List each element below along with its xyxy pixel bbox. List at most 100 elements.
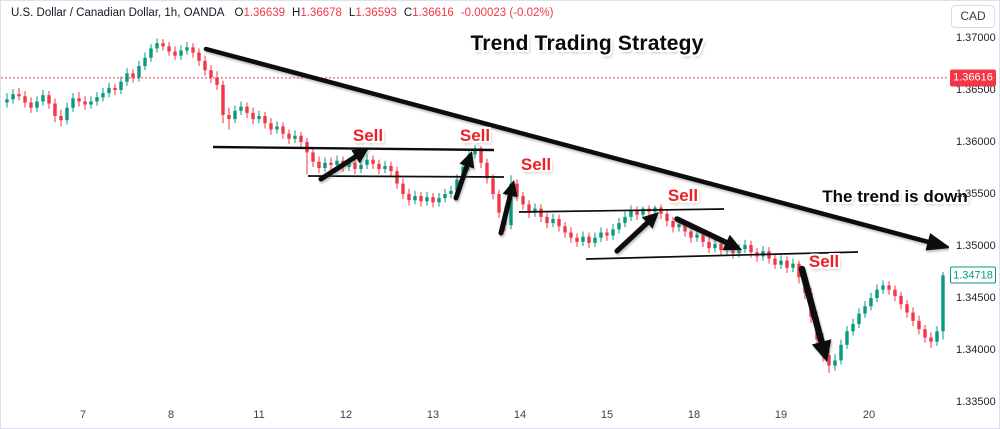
candle [173, 46, 177, 60]
symbol-title: U.S. Dollar / Canadian Dollar, 1h, OANDA [11, 7, 225, 19]
candle [845, 326, 849, 349]
candle [629, 205, 633, 222]
candle [443, 188, 447, 203]
candle [851, 318, 855, 336]
candle [779, 255, 783, 269]
candle [563, 222, 567, 238]
candle [419, 191, 423, 207]
candle [83, 96, 87, 110]
candle [473, 145, 477, 159]
candle [77, 92, 81, 107]
candle [941, 272, 945, 340]
candle [311, 147, 315, 167]
candle [593, 232, 597, 248]
candle [113, 83, 117, 96]
price-axis-label: 1.36500 [956, 84, 996, 96]
time-axis-label: 20 [862, 409, 876, 421]
candle [527, 200, 531, 218]
ohlc-item: H1.36678 [292, 7, 342, 19]
candle [29, 97, 33, 113]
candle [623, 211, 627, 228]
candle [713, 238, 717, 253]
candle [35, 96, 39, 112]
candle [617, 217, 621, 234]
candle [839, 339, 843, 365]
time-axis-label: 19 [774, 409, 788, 421]
candle [545, 212, 549, 229]
resistance-line [518, 208, 725, 213]
candle [203, 55, 207, 76]
candle [581, 231, 585, 246]
candle [179, 45, 183, 60]
candle [263, 111, 267, 129]
candle [161, 39, 165, 51]
candle [911, 307, 915, 327]
candle [401, 178, 405, 200]
candle [221, 80, 225, 124]
sell-label: Sell [352, 126, 384, 145]
candle [149, 44, 153, 62]
candle [569, 227, 573, 243]
candle [239, 101, 243, 115]
time-axis-label: 18 [687, 409, 701, 421]
candle [665, 209, 669, 227]
candle [767, 247, 771, 264]
candle [251, 107, 255, 125]
candle [305, 137, 309, 175]
chart-title: Trend Trading Strategy [470, 32, 704, 55]
candle [359, 159, 363, 174]
price-change: -0.00023 (-0.02%) [460, 7, 554, 19]
candle [641, 206, 645, 219]
candle [863, 301, 867, 318]
ohlc-item: O1.36639 [234, 7, 286, 19]
candle [101, 87, 105, 102]
candle [365, 154, 369, 170]
price-axis-label: 1.34000 [956, 344, 996, 356]
candle [407, 188, 411, 206]
candle [389, 161, 393, 177]
time-axis-label: 13 [426, 409, 440, 421]
ohlc-item: L1.36593 [348, 7, 397, 19]
candle [905, 300, 909, 318]
candlestick-plot [1, 38, 949, 373]
candle [233, 105, 237, 124]
candle [413, 190, 417, 205]
candle [71, 93, 75, 112]
last-price-badge: 1.36616 [950, 69, 996, 87]
candle [761, 246, 765, 261]
currency-button[interactable]: CAD [951, 5, 995, 28]
candle [281, 122, 285, 139]
close-price-badge: 1.34718 [950, 266, 996, 284]
candle [257, 110, 261, 124]
candle [11, 88, 15, 104]
sell-label: Sell [459, 126, 491, 145]
time-axis-label: 15 [600, 409, 614, 421]
candle [575, 233, 579, 248]
time-axis[interactable]: 7 8 11 12 13 14 15 18 19 20 [1, 402, 947, 428]
sell-arrow [674, 216, 742, 251]
candle [89, 96, 93, 109]
time-axis-label: 7 [79, 409, 87, 421]
price-axis[interactable]: CAD 1.37000 1.36500 1.36000 1.35500 1.35000 1… [949, 1, 999, 428]
candle [935, 326, 939, 346]
candle [791, 258, 795, 272]
ohlc-item: C1.36616 [403, 7, 454, 19]
candle [269, 118, 273, 135]
candle [95, 92, 99, 106]
candle [929, 332, 933, 348]
candle [431, 192, 435, 208]
candle [605, 228, 609, 241]
candle [497, 189, 501, 218]
candle [899, 291, 903, 310]
candle [707, 237, 711, 254]
candle [17, 87, 21, 101]
candle [551, 213, 555, 228]
candle [119, 76, 123, 95]
price-axis-label: 1.35500 [956, 188, 996, 200]
candle [395, 166, 399, 189]
candle [383, 160, 387, 174]
sell-arrow [798, 265, 832, 362]
candle [185, 42, 189, 55]
sell-label: Sell [808, 252, 840, 271]
